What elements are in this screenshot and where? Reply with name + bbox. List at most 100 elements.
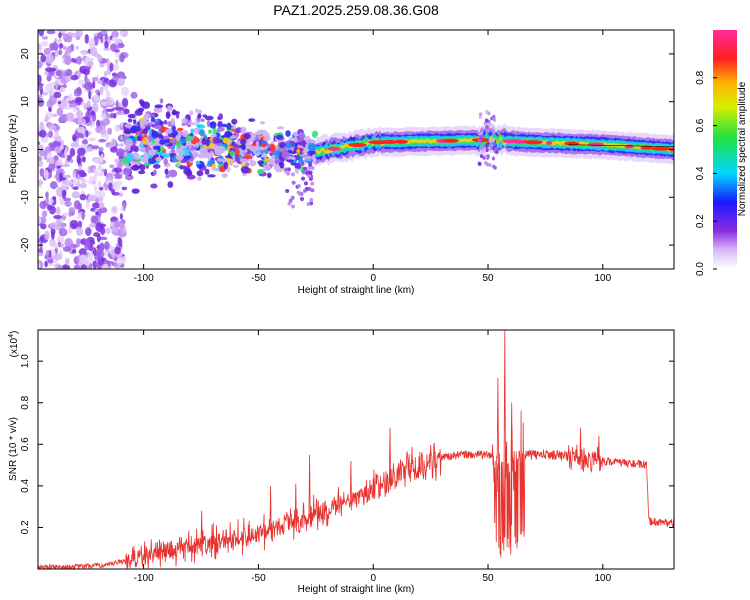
spectrogram-noise-blob <box>43 169 49 180</box>
spectrogram-scatter-blob <box>262 152 268 159</box>
spectrogram-noise-blob <box>111 192 120 196</box>
spectrogram-scatter-blob <box>199 147 208 155</box>
spectrogram-scatter-blob <box>163 158 168 166</box>
spectrogram-scatter-blob <box>273 162 278 170</box>
spectrogram-noise-blob <box>72 186 79 190</box>
spectrogram-noise-blob <box>46 157 55 164</box>
spectrogram-scatter-blob <box>491 156 496 161</box>
spectrogram-noise-blob <box>82 139 88 145</box>
spectrogram-scatter-blob <box>249 145 259 152</box>
spectrogram-noise-blob <box>45 115 49 123</box>
spectrogram-scatter-blob <box>495 149 499 154</box>
spectrogram-scatter-blob <box>198 153 203 159</box>
spectrogram-scatter-blob <box>308 162 313 167</box>
spectrogram-noise-blob <box>38 252 44 257</box>
snr-y-ticks: 0.2 0.4 0.6 0.8 1.0 <box>20 354 674 534</box>
spectrogram-noise-blob <box>38 141 41 146</box>
spectrogram-noise-blob <box>101 168 106 173</box>
spectrogram-scatter-blob <box>298 192 303 197</box>
spectrogram-scatter-blob <box>123 151 128 157</box>
spectrogram-scatter-blob <box>148 128 152 137</box>
spectrogram-noise-blob <box>75 106 80 112</box>
colorbar: 0.0 0.2 0.4 0.6 0.8 Normalized spectral ampl… <box>695 30 748 276</box>
y-tick-label: 1.0 <box>20 354 31 368</box>
spectrogram-noise-blob <box>70 74 79 81</box>
spectrogram-noise-blob <box>74 92 78 97</box>
spectrogram-scatter-blob <box>267 144 272 148</box>
spectrogram-noise-blob <box>58 49 63 56</box>
spectrogram-noise-blob <box>93 94 100 102</box>
spectrogram-noise-blob <box>116 110 123 116</box>
spectrogram-noise-blob <box>121 30 125 37</box>
spectrogram-y-ticks: -20 -10 0 10 20 <box>20 48 674 252</box>
spectrogram-noise-blob <box>45 250 50 258</box>
spectrogram-scatter-blob <box>243 133 251 140</box>
spectrogram-scatter-blob <box>186 169 192 176</box>
spectrogram-scatter-blob <box>124 139 134 147</box>
spectrogram-scatter-blob <box>303 166 308 171</box>
spectrogram-noise-blob <box>55 160 64 166</box>
spectrogram-scatter-blob <box>485 143 489 148</box>
spectrogram-scatter-blob <box>195 160 201 165</box>
spectrogram-scatter-blob <box>484 118 489 123</box>
spectrogram-scatter-blob <box>226 122 232 131</box>
spectrogram-scatter-blob <box>219 146 226 154</box>
spectrogram-scatter-blob <box>212 136 221 144</box>
spectrogram-noise-blob <box>40 54 47 63</box>
spectrogram-scatter-blob <box>290 195 295 200</box>
spectrogram-scatter-blob <box>485 162 489 167</box>
spectrogram-noise-blob <box>90 215 99 224</box>
spectrogram-noise-blob <box>65 76 72 82</box>
spectrogram-scatter-blob <box>167 181 174 188</box>
spectrogram-scatter-blob <box>192 151 200 158</box>
spectrogram-noise-blob <box>103 47 111 51</box>
spectrogram-noise-blob <box>98 138 107 143</box>
spectrogram-scatter-blob <box>286 156 295 161</box>
y-tick-label: -20 <box>20 237 31 252</box>
spectrogram-noise-blob <box>93 172 97 183</box>
spectrogram-scatter-blob <box>211 167 220 171</box>
spectrogram-noise-blob <box>38 74 42 84</box>
spectrogram-scatter-blob <box>286 142 292 149</box>
spectrogram-scatter-blob <box>231 118 238 125</box>
spectrogram-noise-blob <box>93 158 103 164</box>
spectrogram-noise-blob <box>85 130 89 138</box>
spectrogram-noise-blob <box>54 146 62 154</box>
spectrogram-noise-blob <box>111 63 120 72</box>
spectrogram-scatter-blob <box>291 204 296 209</box>
spectrogram-noise-blob <box>81 50 88 56</box>
spectrogram-scatter-blob <box>294 142 298 150</box>
spectrogram-scatter-blob <box>164 168 169 175</box>
spectrogram-noise-blob <box>97 180 102 189</box>
spectrogram-noise-blob <box>56 235 65 243</box>
spectrogram-noise-blob <box>50 231 55 240</box>
spectrogram-scatter-blob <box>212 127 217 136</box>
spectrogram-scatter-blob <box>136 161 141 166</box>
spectrogram-scatter-blob <box>490 116 494 121</box>
spectrogram-scatter-blob <box>141 146 146 153</box>
spectrogram-scatter-blob <box>175 113 180 119</box>
spectrogram-noise-blob <box>51 67 57 72</box>
spectrogram-scatter-blob <box>197 109 203 114</box>
spectrogram-scatter-blob <box>495 146 499 151</box>
spectrogram-scatter-blob <box>141 157 150 164</box>
spectrogram-noise-blob <box>68 103 77 108</box>
spectrogram-noise-blob <box>98 146 104 152</box>
spectrogram-scatter-blob <box>141 101 151 109</box>
spectrogram-noise-blob <box>84 33 89 44</box>
spectrogram-scatter-blob <box>141 120 149 125</box>
spectrogram-noise-blob <box>86 265 92 269</box>
spectrogram-scatter-blob <box>130 91 138 99</box>
spectrogram-scatter-blob <box>272 150 281 157</box>
x-tick-label: 50 <box>482 273 494 284</box>
spectrogram-scatter-blob <box>223 161 228 170</box>
spectrogram-noise-blob <box>110 205 119 215</box>
spectrogram-noise-blob <box>84 227 92 237</box>
spectrogram-noise-blob <box>77 118 87 126</box>
spectrogram-noise-blob <box>54 49 59 57</box>
spectrogram-noise-blob <box>113 112 117 119</box>
spectrogram-noise-blob <box>97 79 103 85</box>
snr-panel: -100 -50 0 50 100 0.2 0.4 0.6 0.8 1.0 Height of … <box>8 329 675 595</box>
spectrogram-noise-blob <box>60 243 65 249</box>
spectrogram-noise-blob <box>69 219 79 230</box>
